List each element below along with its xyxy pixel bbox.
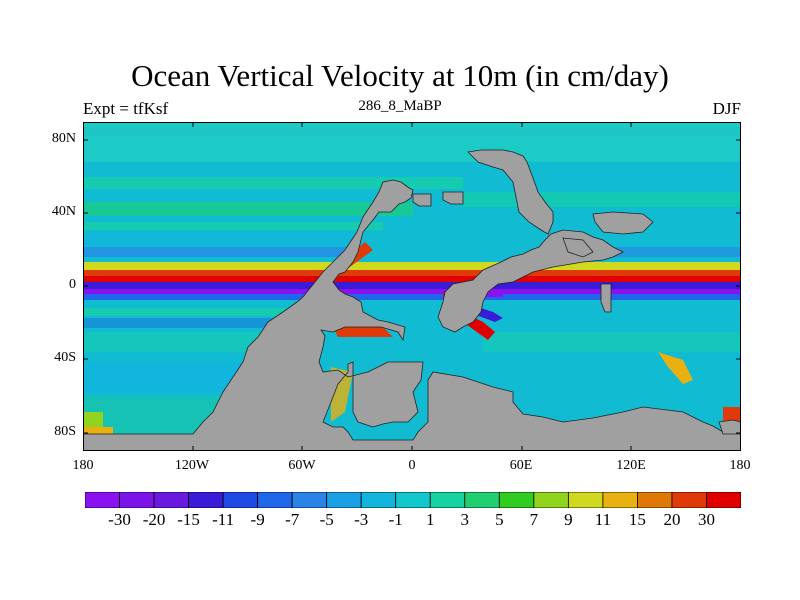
x-tick-label: 120W [174, 458, 210, 473]
colorbar-box [257, 492, 293, 508]
colorbar-box [464, 492, 500, 508]
colorbar-box [637, 492, 673, 508]
colorbar-box [188, 492, 224, 508]
time-label: 286_8_MaBP [358, 98, 442, 114]
colorbar-box [429, 492, 466, 508]
colorbar-label: -3 [354, 510, 369, 529]
colorbar-label: 30 [697, 510, 715, 529]
x-tick-label: 180 [729, 458, 751, 473]
colorbar-box [567, 492, 604, 508]
x-tick-label: 180 [72, 458, 94, 473]
x-tick-label: 60W [288, 458, 316, 473]
colorbar-label: -5 [319, 510, 334, 529]
colorbar-label: 3 [460, 510, 470, 529]
colorbar-box [395, 492, 431, 508]
x-tick-label: 60E [509, 458, 533, 473]
y-tick-label: 40S [54, 350, 76, 365]
colorbar-label: 11 [594, 510, 612, 529]
colorbar-box [671, 492, 707, 508]
colorbar-box [153, 492, 189, 508]
colorbar-box [706, 492, 741, 508]
plot-frame [83, 122, 741, 451]
colorbar [85, 492, 741, 508]
y-tick-label: 0 [69, 277, 76, 292]
plot-title: Ocean Vertical Velocity at 10m (in cm/da… [131, 58, 669, 93]
colorbar-box [498, 492, 535, 508]
colorbar-label: -30 [108, 510, 131, 529]
colorbar-box [291, 492, 328, 508]
season-label: DJF [712, 99, 741, 118]
colorbar-label: 5 [495, 510, 504, 529]
colorbar-label: -9 [250, 510, 265, 529]
colorbar-box [119, 492, 155, 508]
colorbar-box [360, 492, 397, 508]
experiment-label: Expt = tfKsf [83, 99, 169, 118]
colorbar-box [222, 492, 259, 508]
colorbar-label: 7 [529, 510, 539, 529]
colorbar-label: -11 [212, 510, 235, 529]
colorbar-label: 9 [564, 510, 573, 529]
ocean-field [83, 122, 741, 437]
colorbar-box [533, 492, 569, 508]
map-plot [83, 122, 741, 451]
y-tick-label: 40N [51, 204, 76, 219]
colorbar-box [602, 492, 638, 508]
colorbar-box [85, 492, 120, 508]
colorbar-label: -15 [177, 510, 200, 529]
colorbar-label: -7 [285, 510, 300, 529]
y-tick-label: 80N [51, 131, 76, 146]
colorbar-label: 20 [663, 510, 681, 529]
colorbar-label: -1 [388, 510, 403, 529]
colorbar-box [326, 492, 362, 508]
colorbar-label: -20 [142, 510, 166, 529]
land-masses [83, 149, 741, 451]
colorbar-label: 15 [628, 510, 646, 529]
colorbar-label: 1 [426, 510, 435, 529]
y-tick-label: 80S [54, 424, 76, 439]
x-tick-label: 120E [616, 458, 646, 473]
x-tick-label: 0 [408, 458, 416, 473]
